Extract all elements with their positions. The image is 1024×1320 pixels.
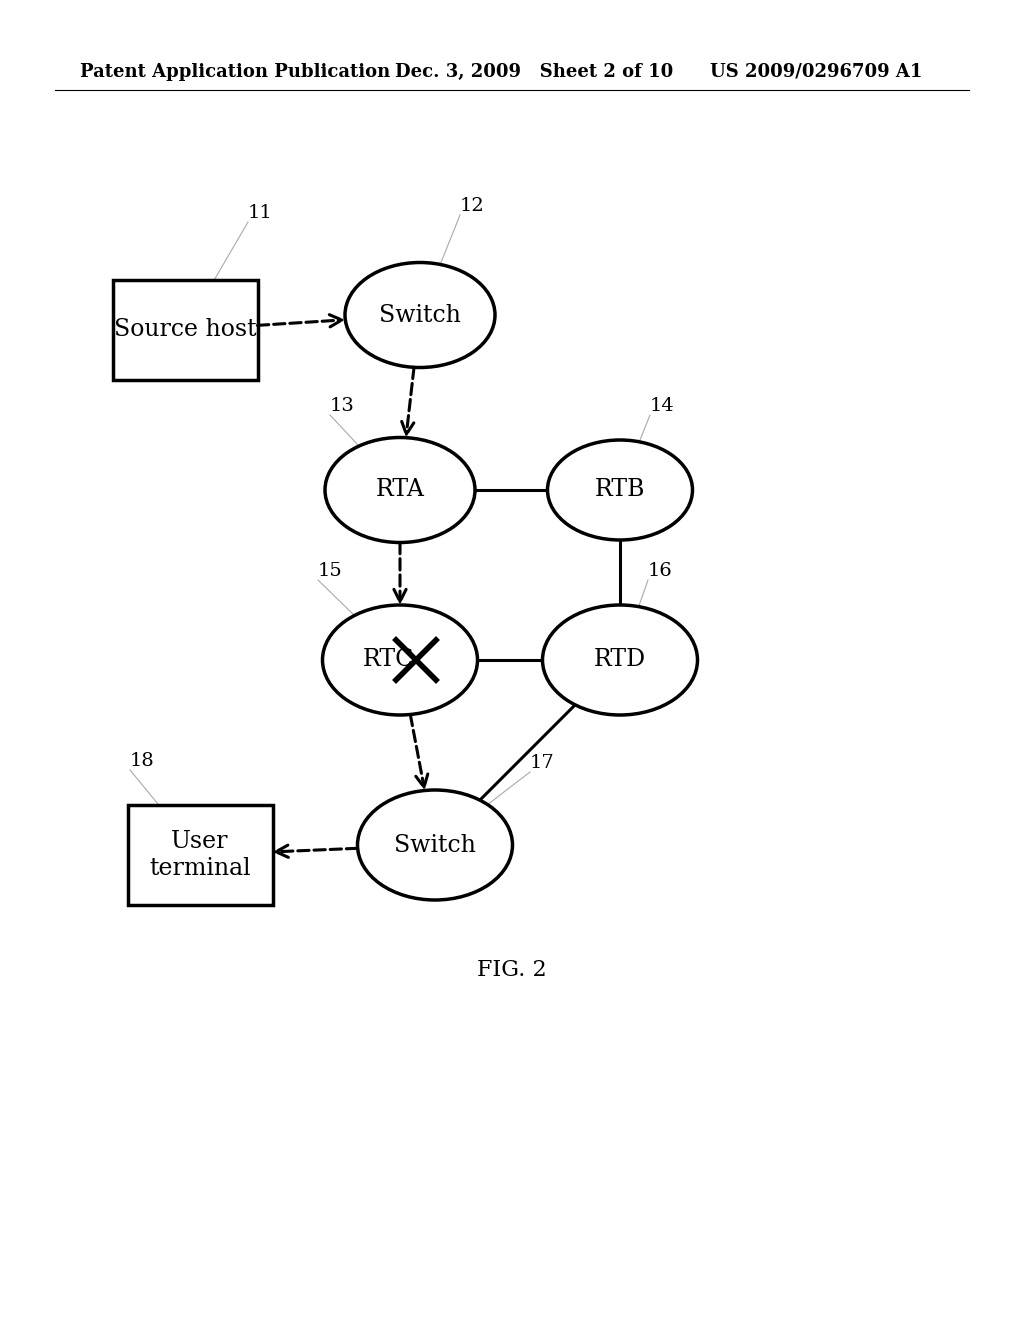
Text: Switch: Switch bbox=[394, 833, 476, 857]
Ellipse shape bbox=[345, 263, 495, 367]
Text: 11: 11 bbox=[248, 205, 272, 222]
Text: 13: 13 bbox=[330, 397, 355, 414]
Text: RTD: RTD bbox=[594, 648, 646, 672]
Text: 18: 18 bbox=[130, 752, 155, 770]
Text: Switch: Switch bbox=[379, 304, 461, 326]
Text: 15: 15 bbox=[318, 562, 343, 579]
Ellipse shape bbox=[357, 789, 512, 900]
Text: 17: 17 bbox=[530, 754, 555, 772]
Text: Dec. 3, 2009   Sheet 2 of 10: Dec. 3, 2009 Sheet 2 of 10 bbox=[395, 63, 673, 81]
Text: RTA: RTA bbox=[376, 479, 424, 502]
Text: Patent Application Publication: Patent Application Publication bbox=[80, 63, 390, 81]
Text: Source host: Source host bbox=[114, 318, 256, 342]
Text: US 2009/0296709 A1: US 2009/0296709 A1 bbox=[710, 63, 923, 81]
Text: RTC: RTC bbox=[362, 648, 414, 672]
Ellipse shape bbox=[548, 440, 692, 540]
Text: FIG. 2: FIG. 2 bbox=[477, 960, 547, 981]
Text: RTB: RTB bbox=[595, 479, 645, 502]
Ellipse shape bbox=[543, 605, 697, 715]
Bar bbox=[128, 805, 272, 906]
Text: 16: 16 bbox=[648, 562, 673, 579]
Text: User
terminal: User terminal bbox=[150, 830, 251, 880]
Text: 14: 14 bbox=[650, 397, 675, 414]
Ellipse shape bbox=[325, 437, 475, 543]
Ellipse shape bbox=[323, 605, 477, 715]
Text: 12: 12 bbox=[460, 197, 484, 215]
Bar bbox=[113, 280, 257, 380]
